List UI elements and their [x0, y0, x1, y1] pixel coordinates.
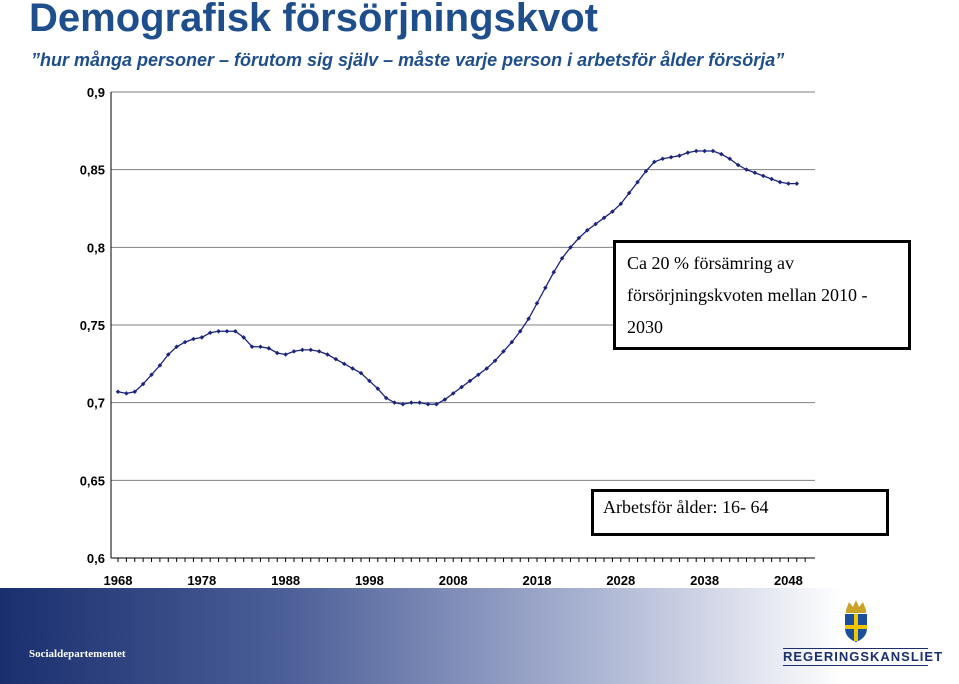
- y-tick-label: 0,65: [80, 473, 105, 488]
- data-point: [266, 346, 272, 351]
- page-subtitle: ”hur många personer – förutom sig själv …: [31, 50, 785, 70]
- data-point: [400, 401, 406, 407]
- data-point: [752, 170, 758, 176]
- data-point: [543, 285, 548, 290]
- department-label: Socialdepartementet: [29, 648, 126, 660]
- data-point: [258, 344, 263, 350]
- line-chart: 0,9 0,85 0,8 0,75 0,7 0,65 0,6 1968 1978 1988 1998…: [80, 85, 815, 588]
- y-tick-label: 0,6: [87, 551, 105, 566]
- data-point: [492, 358, 498, 363]
- data-point: [534, 300, 540, 306]
- data-point: [383, 395, 389, 401]
- data-point: [341, 361, 347, 367]
- data-point: [283, 352, 288, 357]
- data-point: [660, 156, 665, 162]
- data-point: [333, 356, 339, 362]
- data-point: [668, 154, 674, 160]
- data-point: [467, 378, 473, 384]
- y-tick-label: 0,9: [87, 85, 105, 100]
- annotation-box-working-age: Arbetsför ålder: 16- 64: [591, 489, 889, 536]
- data-point: [526, 316, 531, 322]
- x-tick-label: 2018: [523, 573, 552, 588]
- data-point: [233, 328, 238, 334]
- data-point: [425, 401, 431, 407]
- data-point: [358, 370, 364, 376]
- data-point: [224, 328, 230, 334]
- data-point: [551, 269, 557, 275]
- annotation-line-2: försörjningskvoten mellan 2010 -: [627, 285, 868, 305]
- x-tick-label: 1978: [187, 573, 216, 588]
- data-point: [484, 366, 489, 371]
- data-point: [300, 347, 305, 353]
- data-point: [702, 148, 707, 154]
- x-tick-label: 2008: [439, 573, 468, 588]
- data-point: [350, 366, 355, 371]
- data-point: [174, 344, 179, 350]
- crown-crest-icon: [845, 600, 867, 642]
- data-point: [417, 400, 422, 405]
- data-point: [794, 181, 800, 186]
- data-point: [509, 339, 515, 345]
- x-tick-label: 2048: [774, 573, 803, 588]
- data-point: [693, 148, 699, 154]
- annotation-box-change: Ca 20 % försämring av försörjningskvoten…: [613, 240, 911, 350]
- x-tick-label: 1968: [104, 573, 133, 588]
- annotation-line-3: 2030: [627, 317, 663, 337]
- data-point: [325, 352, 330, 357]
- data-point: [124, 391, 129, 396]
- data-point: [115, 389, 121, 395]
- data-point: [149, 372, 154, 377]
- data-point: [760, 173, 766, 179]
- footer-band: [0, 588, 959, 684]
- data-point: [459, 384, 464, 390]
- data-point: [677, 153, 682, 158]
- data-point: [367, 378, 372, 384]
- data-point: [559, 255, 565, 261]
- regeringskansliet-logo-text: REGERINGSKANSLIET: [783, 648, 944, 666]
- x-tick-label: 1988: [271, 573, 300, 588]
- data-point: [786, 181, 791, 186]
- data-point: [166, 352, 171, 357]
- annotation-line-1: Ca 20 % försämring av: [627, 253, 794, 273]
- x-tick-label: 2038: [690, 573, 719, 588]
- data-point: [392, 400, 397, 405]
- data-point: [199, 335, 205, 340]
- data-point: [274, 350, 280, 356]
- data-point: [291, 349, 297, 354]
- data-point: [316, 349, 322, 354]
- series-line: [117, 150, 797, 405]
- x-tick-label: 2028: [606, 573, 635, 588]
- y-tick-label: 0,8: [87, 240, 105, 255]
- y-tick-label: 0,85: [80, 163, 105, 178]
- y-tick-label: 0,75: [80, 318, 105, 333]
- x-tick-label: 1998: [355, 573, 384, 588]
- data-point: [450, 391, 456, 396]
- data-point: [409, 400, 414, 405]
- page-title: Demografisk försörjningskvot: [29, 0, 599, 40]
- data-point: [501, 349, 506, 354]
- data-point: [476, 372, 481, 377]
- data-point: [517, 328, 523, 334]
- data-point: [140, 381, 146, 387]
- data-point: [442, 397, 448, 402]
- data-point: [777, 179, 783, 185]
- data-point: [216, 328, 221, 334]
- data-point: [769, 176, 774, 182]
- data-point: [308, 347, 314, 353]
- data-point: [249, 344, 255, 350]
- y-tick-label: 0,7: [87, 396, 105, 411]
- data-point: [685, 150, 691, 155]
- data-point: [375, 386, 381, 391]
- data-point: [191, 336, 196, 342]
- data-point: [434, 401, 439, 407]
- data-point: [710, 148, 716, 154]
